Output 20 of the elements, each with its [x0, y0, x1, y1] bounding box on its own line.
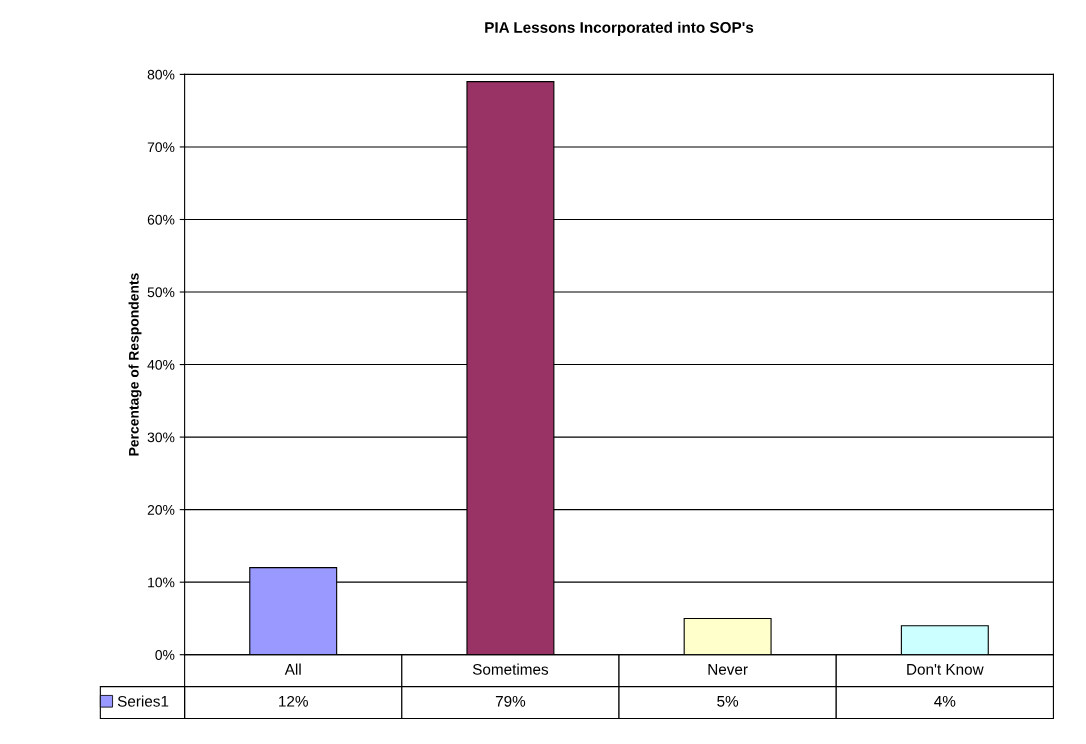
data-label: 5% — [717, 695, 739, 707]
x-tick-label: Never — [708, 664, 748, 675]
y-tick-label: 60% — [147, 214, 175, 225]
y-tick-label: 30% — [147, 432, 175, 443]
x-tick-label: Don't Know — [907, 664, 984, 675]
data-label: 4% — [934, 695, 956, 707]
y-axis-title: Percentage of Respondents — [128, 273, 142, 456]
y-tick-label: 70% — [147, 142, 175, 153]
x-tick-label: Sometimes — [472, 663, 549, 675]
data-label: 12% — [279, 695, 308, 707]
y-tick-label: 10% — [148, 577, 175, 588]
x-tick-label: All — [284, 663, 301, 675]
y-tick-label: 0% — [155, 650, 175, 660]
y-tick-label: 40% — [147, 359, 175, 370]
y-tick-label: 80% — [147, 69, 175, 80]
legend-label: Series1 — [117, 695, 169, 707]
y-tick-label: 50% — [147, 287, 175, 298]
y-tick-label: 20% — [147, 504, 175, 515]
data-label: 79% — [495, 695, 526, 707]
chart-title: PIA Lessons Incorporated into SOP's — [485, 21, 754, 36]
